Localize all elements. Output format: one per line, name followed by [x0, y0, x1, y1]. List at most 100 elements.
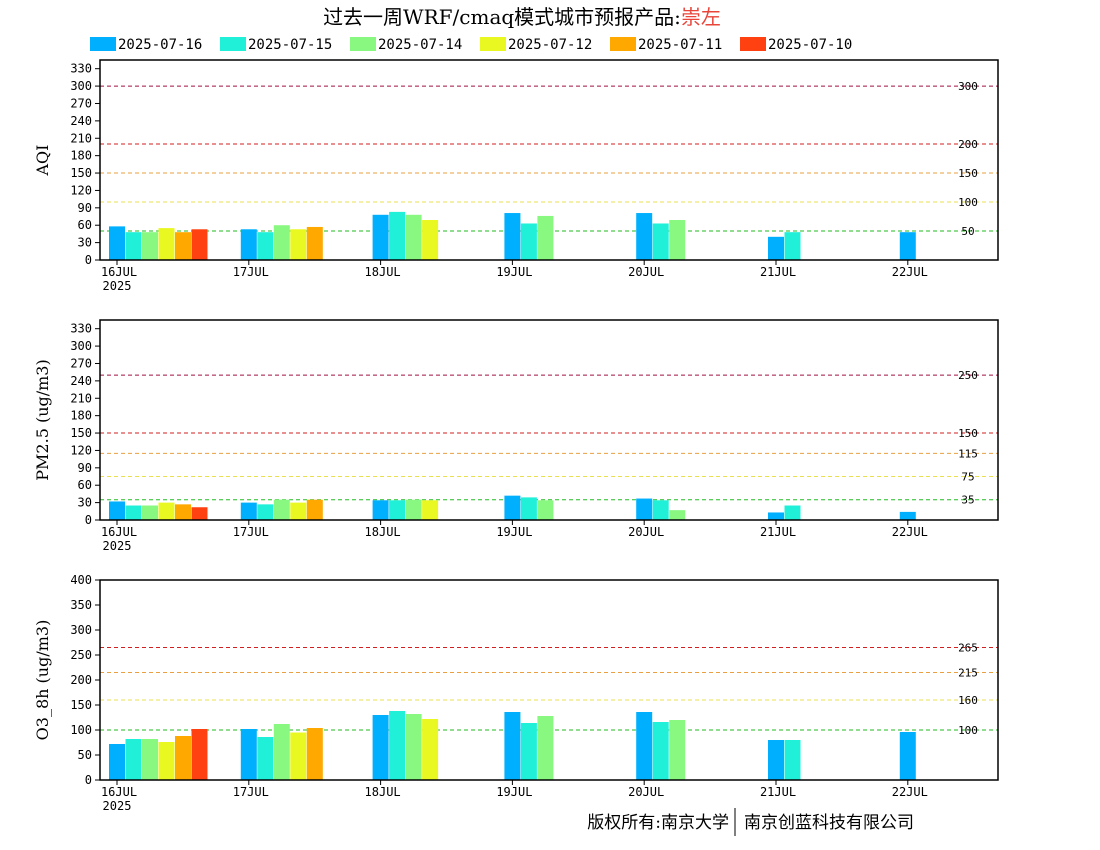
x-tick-year: 2025 [103, 539, 132, 553]
reference-line-label: 75 [961, 471, 974, 484]
y-tick-label: 30 [78, 496, 92, 510]
bar-2025-07-14-day3 [537, 215, 554, 260]
legend-label: 2025-07-16 [118, 37, 202, 53]
bar-2025-07-14-day4 [669, 510, 686, 520]
bar-2025-07-15-day5 [784, 740, 801, 780]
x-tick-label: 16JUL [101, 265, 137, 279]
bar-2025-07-12-day2 [422, 719, 439, 780]
bar-2025-07-16-day1 [240, 229, 257, 260]
y-tick-label: 300 [70, 623, 92, 637]
chart-title: 过去一周WRF/cmaq模式城市预报产品:崇左 [323, 5, 721, 29]
legend-label: 2025-07-11 [638, 37, 722, 53]
y-tick-label: 150 [70, 698, 92, 712]
bar-2025-07-11-day0 [175, 504, 191, 520]
y-tick-label: 300 [70, 79, 92, 93]
y-axis-label: AQI [33, 145, 52, 177]
x-tick-label: 22JUL [892, 265, 928, 279]
legend-label: 2025-07-14 [378, 37, 462, 53]
chart-panel-1: 50 100 150 200 300 0 30 60 90 120 150 180 210 240 270 3… [33, 59, 999, 293]
y-tick-label: 200 [70, 673, 92, 687]
bar-2025-07-12-day1 [290, 502, 307, 520]
bar-2025-07-14-day2 [405, 499, 422, 520]
y-tick-label: 100 [70, 723, 92, 737]
y-tick-label: 270 [70, 356, 92, 370]
bar-2025-07-15-day0 [125, 505, 142, 520]
bar-2025-07-15-day0 [125, 739, 142, 780]
bar-2025-07-16-day6 [899, 511, 916, 520]
reference-line-label: 150 [958, 427, 978, 440]
x-tick-label: 19JUL [496, 785, 532, 799]
y-tick-label: 240 [70, 114, 92, 128]
y-tick-label: 210 [70, 391, 92, 405]
bar-2025-07-16-day5 [768, 236, 784, 260]
chart-panel-3: 100 160 215 265 0 50 100 150 200 250 300 350 400 16JU… [33, 573, 999, 813]
bar-2025-07-15-day5 [784, 505, 801, 520]
bar-2025-07-12-day0 [158, 228, 175, 260]
legend-swatch-2025-07-11 [610, 37, 636, 51]
y-tick-label: 60 [78, 478, 92, 492]
bar-2025-07-14-day1 [273, 499, 290, 520]
x-tick-label: 19JUL [496, 265, 532, 279]
plot-frame [99, 319, 999, 521]
reference-line-label: 100 [958, 196, 978, 209]
bar-2025-07-10-day0 [191, 507, 208, 520]
bar-2025-07-14-day3 [537, 716, 554, 780]
x-tick-label: 19JUL [496, 525, 532, 539]
y-tick-label: 300 [70, 339, 92, 353]
bar-2025-07-14-day1 [273, 225, 290, 260]
bar-2025-07-12-day2 [422, 500, 439, 520]
y-axis-label: O3_8h (ug/m3) [33, 620, 52, 741]
bar-2025-07-16-day0 [109, 226, 125, 260]
bar-2025-07-15-day1 [257, 737, 274, 780]
bar-2025-07-12-day1 [290, 732, 307, 780]
reference-line-label: 265 [958, 642, 978, 655]
bar-2025-07-15-day3 [520, 223, 537, 260]
reference-line-label: 250 [958, 369, 978, 382]
y-tick-label: 180 [70, 149, 92, 163]
bar-2025-07-16-day4 [636, 498, 653, 520]
x-tick-label: 21JUL [760, 785, 796, 799]
bar-2025-07-14-day4 [669, 720, 686, 780]
bar-2025-07-11-day1 [306, 226, 323, 260]
legend-label: 2025-07-12 [508, 37, 592, 53]
legend-swatch-2025-07-14 [350, 37, 376, 51]
legend-swatch-2025-07-10 [740, 37, 766, 51]
bar-2025-07-16-day2 [372, 214, 389, 260]
y-tick-label: 150 [70, 426, 92, 440]
x-tick-label: 16JUL [101, 525, 137, 539]
bar-2025-07-14-day3 [537, 500, 554, 520]
bar-2025-07-11-day0 [175, 736, 191, 780]
x-tick-label: 17JUL [233, 265, 269, 279]
x-tick-year: 2025 [103, 279, 132, 293]
y-tick-label: 120 [70, 443, 92, 457]
legend-swatch-2025-07-12 [480, 37, 506, 51]
legend-label: 2025-07-10 [768, 37, 852, 53]
reference-line-label: 50 [961, 225, 974, 238]
y-tick-label: 240 [70, 374, 92, 388]
reference-line-label: 35 [961, 494, 974, 507]
bar-2025-07-15-day4 [652, 223, 669, 260]
bar-2025-07-15-day1 [257, 504, 274, 520]
x-tick-label: 22JUL [892, 785, 928, 799]
y-tick-label: 330 [70, 322, 92, 336]
bar-2025-07-16-day1 [240, 502, 257, 520]
bar-2025-07-16-day0 [109, 744, 125, 780]
y-tick-label: 0 [85, 513, 92, 527]
x-tick-label: 20JUL [628, 525, 664, 539]
chart-title-prefix: 过去一周WRF/cmaq模式城市预报产品: [323, 5, 681, 29]
bar-2025-07-11-day0 [175, 232, 191, 260]
bar-2025-07-14-day0 [142, 505, 158, 520]
legend-swatch-2025-07-16 [90, 37, 116, 51]
y-tick-label: 60 [78, 218, 92, 232]
y-tick-label: 30 [78, 236, 92, 250]
y-tick-label: 0 [85, 253, 92, 267]
bar-2025-07-12-day1 [290, 229, 307, 260]
x-tick-label: 22JUL [892, 525, 928, 539]
chart-panels: 5010015020030003060901201501802102402703… [33, 59, 999, 813]
bar-2025-07-16-day3 [504, 495, 521, 520]
y-tick-label: 0 [85, 773, 92, 787]
bar-2025-07-14-day2 [405, 214, 422, 260]
reference-line-label: 115 [958, 447, 978, 460]
bar-2025-07-14-day0 [142, 232, 158, 260]
legend: 2025-07-16 2025-07-15 2025-07-14 2025-07-12… [90, 37, 852, 53]
